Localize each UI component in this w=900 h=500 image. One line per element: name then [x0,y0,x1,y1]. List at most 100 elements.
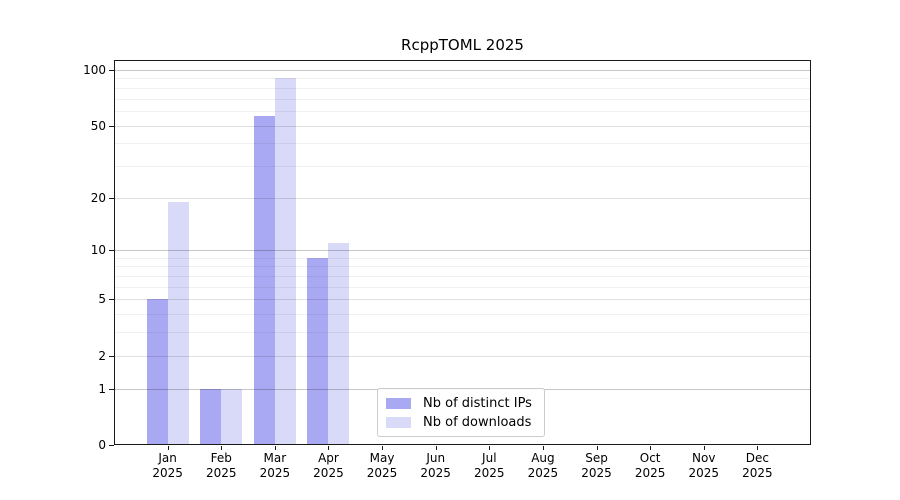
legend-row-downloads: Nb of downloads [386,414,536,430]
y-tick-label: 10 [90,243,106,258]
x-tick-mark [382,446,384,450]
x-tick-label: Apr 2025 [298,451,358,481]
x-tick-year: 2025 [688,466,720,480]
x-tick-year: 2025 [634,466,666,480]
x-tick-label: Jul 2025 [459,451,519,481]
x-tick-mark [757,446,759,450]
x-tick-month: Dec [745,451,769,465]
legend-row-distinct-ips: Nb of distinct IPs [386,395,536,411]
y-tick-label: 20 [90,190,106,205]
gridline-minor [114,110,811,112]
x-tick-label: Dec 2025 [727,451,787,481]
bar-downloads [274,77,296,444]
y-tick-label: 100 [83,63,106,77]
x-tick-label: Sep 2025 [567,451,627,481]
bar-downloads [328,243,350,444]
x-tick-month: Sep [585,451,608,465]
x-tick-year: 2025 [742,466,773,480]
x-tick-year: 2025 [420,466,451,480]
x-tick-year: 2025 [313,466,344,480]
y-tick-mark [109,250,114,252]
x-tick-month: May [369,451,395,465]
bar-distinct-ips [307,257,329,444]
x-tick-year: 2025 [152,466,183,480]
x-tick-year: 2025 [259,466,291,480]
x-tick-label: Nov 2025 [674,451,734,481]
x-tick-label: May 2025 [352,451,412,481]
x-tick-mark [328,446,330,450]
y-tick-mark [109,197,114,199]
y-tick-mark [109,299,114,301]
y-tick-label: 50 [90,118,106,133]
x-tick-mark [542,446,544,450]
gridline-minor [114,266,811,268]
x-tick-month: Jun [426,451,446,465]
gridline-minor [114,87,811,89]
x-tick-month: Mar [263,451,287,465]
gridline-minor [114,165,811,167]
gridline-mid [114,299,811,301]
bar-downloads [167,201,189,444]
x-tick-year: 2025 [474,466,505,480]
y-tick-mark [109,125,114,127]
gridline-minor [114,143,811,145]
x-tick-year: 2025 [581,466,612,480]
chart-title: RcppTOML 2025 [401,36,524,54]
legend-label-downloads: Nb of downloads [423,414,532,430]
x-tick-month: Aug [531,451,555,465]
x-tick-label: Mar 2025 [245,451,305,481]
legend-swatch-distinct-ips [386,397,411,409]
y-tick-mark [109,388,114,390]
gridline-minor [114,98,811,100]
gridline-mid [114,125,811,127]
x-tick-mark [596,446,598,450]
legend-label-distinct-ips: Nb of distinct IPs [423,395,532,411]
x-tick-label: Aug 2025 [513,451,573,481]
x-tick-month: Feb [210,451,232,465]
gridline-minor [114,314,811,316]
x-tick-mark [167,446,169,450]
x-tick-month: Nov [692,451,716,465]
x-tick-label: Oct 2025 [620,451,680,481]
x-tick-mark [650,446,652,450]
gridline-minor [114,286,811,288]
x-tick-mark [274,446,276,450]
x-tick-label: Jun 2025 [406,451,466,481]
gridline-minor [114,78,811,80]
gridline-minor [114,332,811,334]
x-tick-month: Apr [318,451,339,465]
y-tick-label: 0 [98,438,106,452]
bar-downloads [221,388,243,444]
gridline-decade [114,250,811,252]
y-tick-label: 5 [98,292,106,307]
plot-area [114,60,811,445]
y-tick-mark [109,445,114,446]
x-tick-month: Jul [482,451,497,465]
x-tick-year: 2025 [205,466,237,480]
x-tick-month: Jan [158,451,177,465]
y-tick-mark [109,70,114,71]
x-tick-label: Jan 2025 [138,451,198,481]
gridline-minor [114,257,811,259]
y-tick-label: 2 [98,348,106,363]
bar-distinct-ips [200,388,222,444]
gridline-minor [114,276,811,278]
bar-distinct-ips [146,299,168,444]
y-tick-label: 1 [98,381,106,396]
x-tick-mark [703,446,705,450]
x-tick-mark [221,446,223,450]
x-tick-mark [435,446,437,450]
gridline-mid [114,197,811,199]
bar-distinct-ips [253,116,275,444]
gridline-decade [114,70,811,71]
x-tick-mark [489,446,491,450]
x-tick-label: Feb 2025 [191,451,251,481]
legend: Nb of distinct IPs Nb of downloads [377,388,545,437]
x-tick-year: 2025 [527,466,559,480]
y-tick-mark [109,355,114,357]
x-tick-year: 2025 [366,466,398,480]
legend-swatch-downloads [386,416,411,428]
x-tick-month: Oct [639,451,661,465]
gridline-mid [114,355,811,357]
